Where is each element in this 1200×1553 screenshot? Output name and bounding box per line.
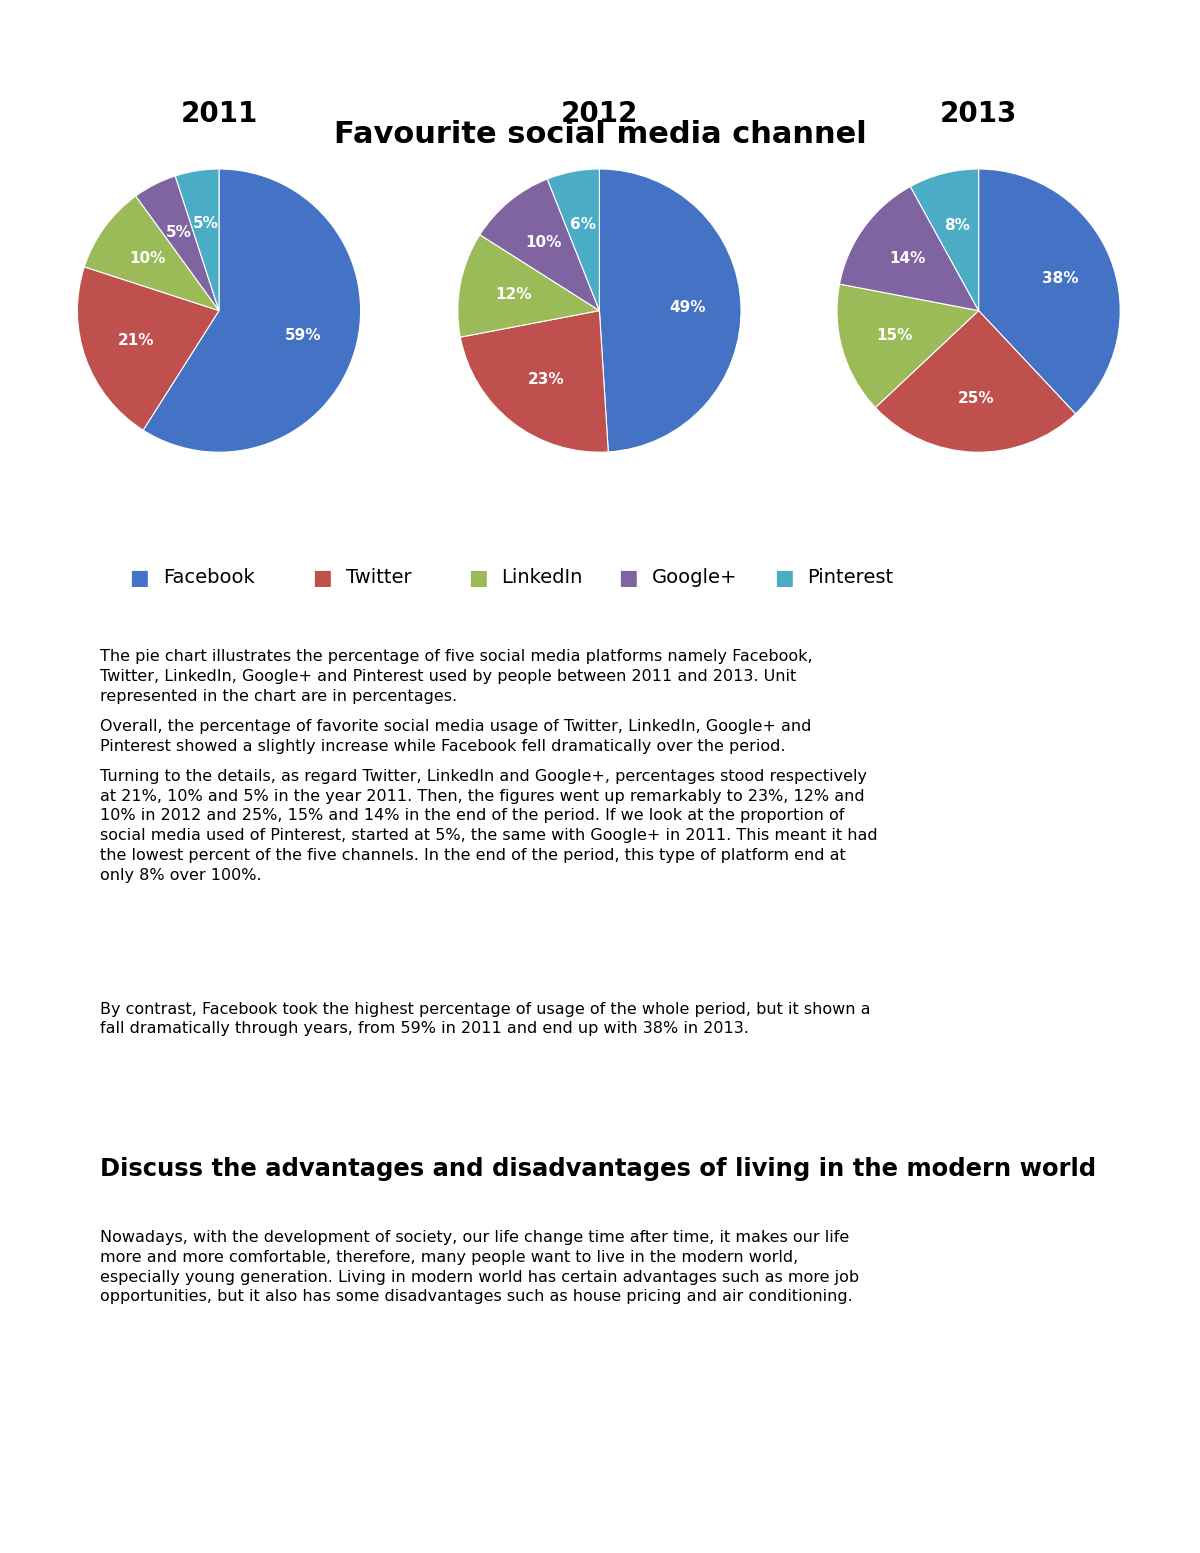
Text: 15%: 15% [876,328,912,343]
Text: By contrast, Facebook took the highest percentage of usage of the whole period, : By contrast, Facebook took the highest p… [100,1002,870,1036]
Text: 10%: 10% [130,252,166,267]
Wedge shape [547,169,600,311]
Text: 10%: 10% [526,236,562,250]
Text: Twitter: Twitter [346,568,412,587]
Text: Discuss the advantages and disadvantages of living in the modern world: Discuss the advantages and disadvantages… [100,1157,1096,1180]
Text: 12%: 12% [494,287,532,301]
Text: 6%: 6% [570,217,596,231]
Text: Turning to the details, as regard Twitter, LinkedIn and Google+, percentages sto: Turning to the details, as regard Twitte… [100,769,877,882]
Text: 14%: 14% [889,252,925,267]
Text: ■: ■ [130,568,149,587]
Title: 2011: 2011 [180,101,258,129]
Text: LinkedIn: LinkedIn [502,568,583,587]
Wedge shape [78,267,218,430]
Wedge shape [838,284,979,407]
Text: 5%: 5% [167,225,192,239]
Wedge shape [911,169,979,311]
Text: 23%: 23% [527,373,564,387]
Text: Overall, the percentage of favorite social media usage of Twitter, LinkedIn, Goo: Overall, the percentage of favorite soci… [100,719,811,753]
Text: Favourite social media channel: Favourite social media channel [334,120,866,149]
Wedge shape [175,169,220,311]
Wedge shape [840,186,979,311]
Text: ■: ■ [618,568,637,587]
Text: Nowadays, with the development of society, our life change time after time, it m: Nowadays, with the development of societ… [100,1230,859,1305]
Text: 38%: 38% [1042,270,1079,286]
Wedge shape [875,311,1075,452]
Text: ■: ■ [312,568,331,587]
Text: 59%: 59% [286,328,322,343]
Text: 21%: 21% [118,332,155,348]
Text: Pinterest: Pinterest [808,568,894,587]
Wedge shape [136,175,218,311]
Text: The pie chart illustrates the percentage of five social media platforms namely F: The pie chart illustrates the percentage… [100,649,812,704]
Text: 25%: 25% [958,391,994,405]
Text: Facebook: Facebook [163,568,254,587]
Text: Google+: Google+ [652,568,737,587]
Wedge shape [599,169,740,452]
Wedge shape [461,311,608,452]
Text: ■: ■ [774,568,793,587]
Title: 2013: 2013 [940,101,1018,129]
Wedge shape [978,169,1120,413]
Text: ■: ■ [468,568,487,587]
Text: 8%: 8% [944,217,970,233]
Text: 49%: 49% [668,300,706,315]
Wedge shape [143,169,360,452]
Wedge shape [84,196,218,311]
Title: 2012: 2012 [560,101,638,129]
Wedge shape [458,235,600,337]
Text: 5%: 5% [192,216,218,231]
Wedge shape [480,179,600,311]
